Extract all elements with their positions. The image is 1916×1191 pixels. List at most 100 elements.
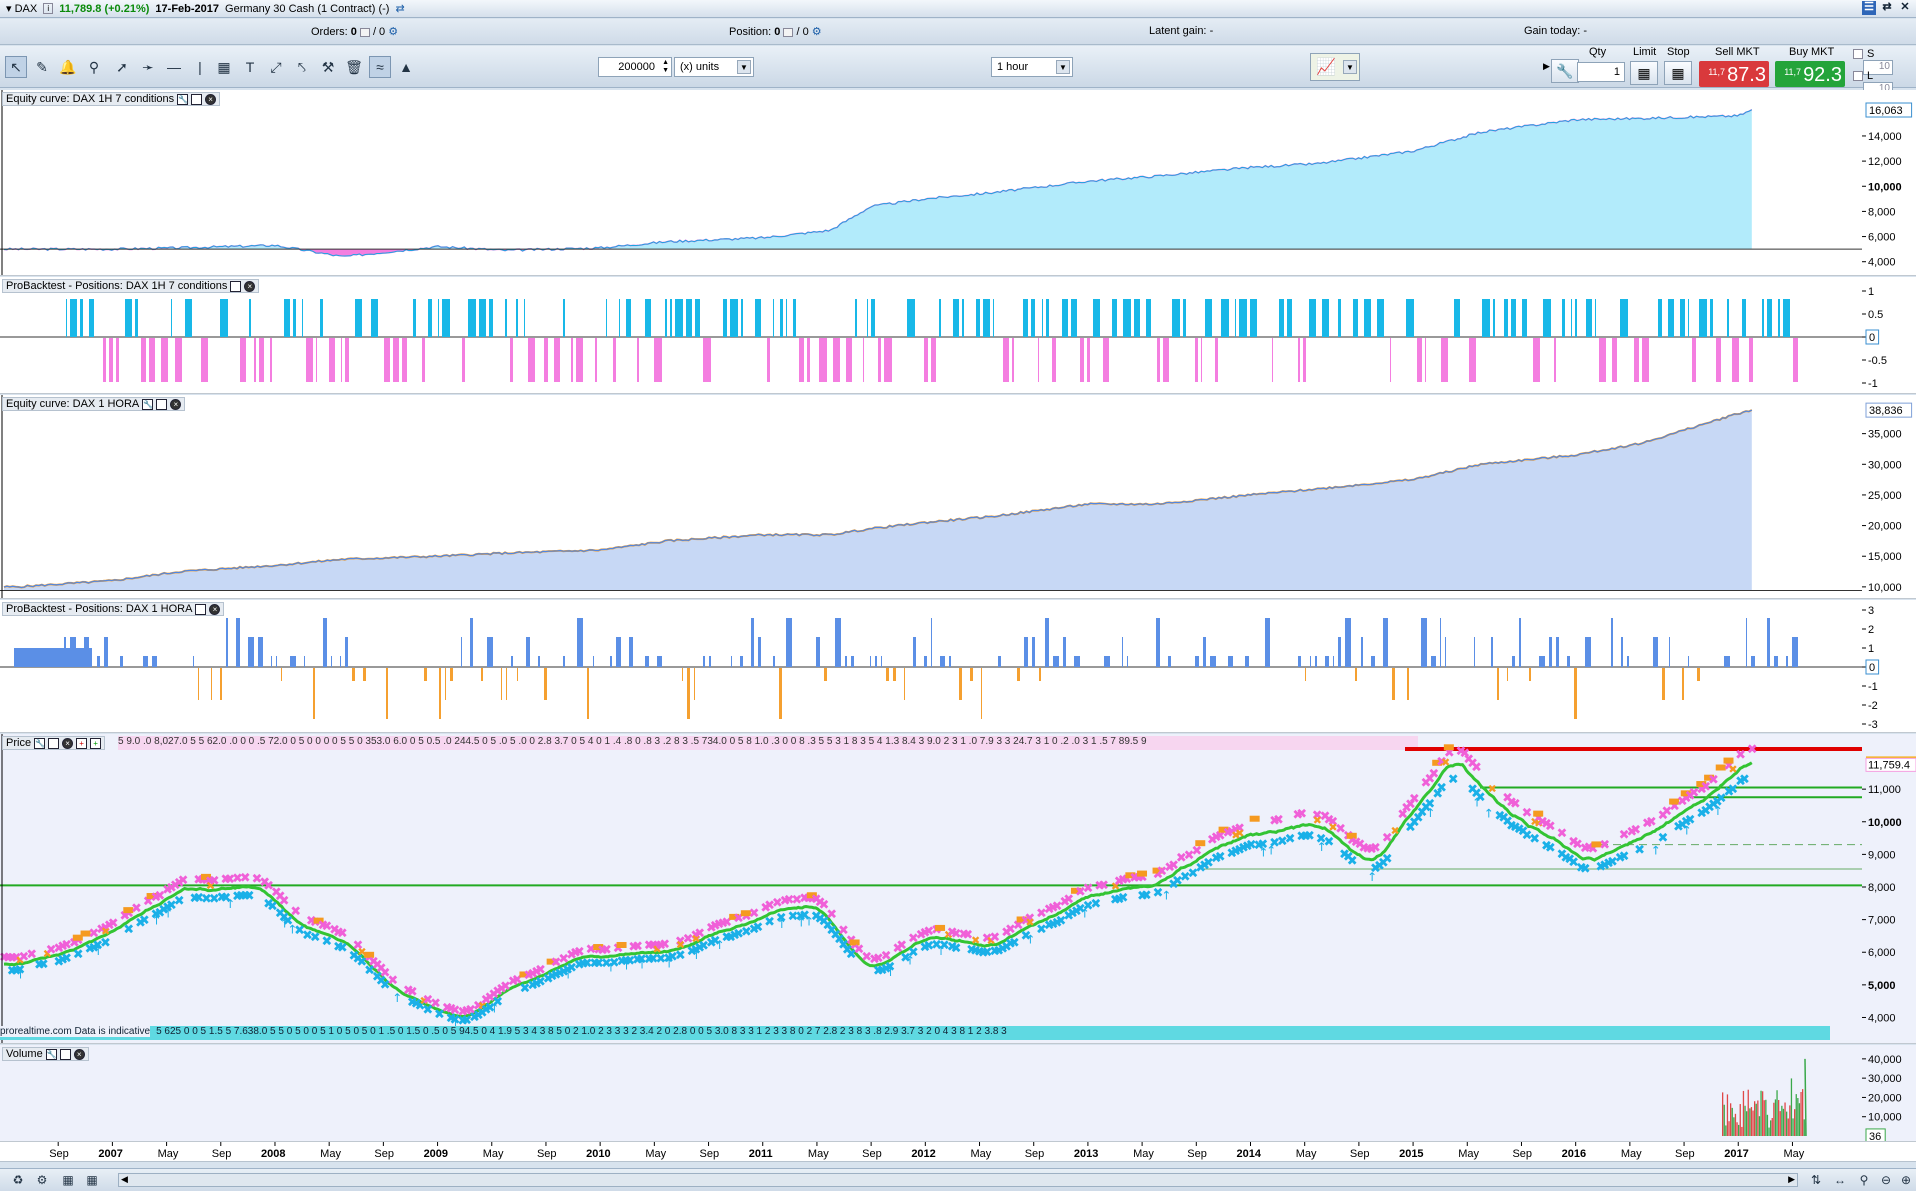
chevron-down-icon[interactable]: ▼ — [1056, 60, 1070, 74]
maximize-icon[interactable] — [156, 398, 168, 410]
indicator-icon[interactable]: ≈ — [369, 56, 391, 78]
volume-bar — [1762, 1091, 1764, 1136]
menu-icon[interactable]: ☰ — [1862, 1, 1876, 15]
pointer-icon[interactable]: ↖ — [5, 56, 27, 78]
buy-signal-marker: ✖ — [749, 922, 760, 937]
fibonacci-icon[interactable]: ▦ — [217, 58, 231, 75]
buy-market-button[interactable]: 11,7 92.3 — [1775, 61, 1845, 87]
close-icon[interactable]: × — [170, 398, 182, 410]
zoom-out-icon[interactable]: ⊖ — [1880, 1173, 1892, 1187]
restore-icon[interactable]: ⇄ — [1882, 1, 1892, 13]
stop-order-button[interactable]: ▦ — [1664, 61, 1692, 85]
trendline-icon[interactable]: ➛ — [142, 58, 154, 75]
short-position-bar — [481, 668, 483, 681]
buy-signal-marker: ✖ — [543, 972, 554, 987]
strategy-icon[interactable]: ▲ — [399, 59, 413, 75]
info-icon[interactable]: i — [43, 3, 54, 14]
price-panel[interactable]: Price 🔧 × + + 5 9.0 .0 8,027.0 5 5 62.0 .0 0… — [0, 734, 1916, 1044]
sell-market-button[interactable]: 11,7 87.3 — [1699, 61, 1769, 87]
orders-icon[interactable] — [359, 27, 370, 37]
buy-signal-marker: ✖ — [531, 977, 542, 992]
wrench-icon[interactable]: 🔧 — [142, 398, 154, 410]
limit-checkbox[interactable] — [1853, 71, 1863, 82]
vertical-line-icon[interactable]: | — [198, 59, 202, 75]
link-icon[interactable]: ♻ — [12, 1173, 24, 1187]
wrench-icon[interactable]: 🔧 — [34, 737, 46, 749]
position-icon[interactable] — [783, 27, 794, 37]
short-position-bar — [352, 668, 355, 681]
zoom-icon[interactable]: ⚲ — [88, 58, 100, 75]
sell-signal-marker: ✖ — [53, 941, 64, 956]
resize-icon[interactable]: ⇄ — [395, 3, 405, 15]
stop-setting[interactable]: S10 — [1853, 48, 1893, 75]
long-position-bar — [563, 656, 565, 667]
maximize-icon[interactable] — [195, 603, 207, 615]
trash-icon[interactable]: 🗑 — [345, 58, 363, 75]
close-icon[interactable]: × — [62, 737, 74, 749]
chevron-down-icon[interactable]: ▼ — [737, 60, 751, 74]
orders-link-icon[interactable]: ⚙ — [388, 26, 399, 38]
maximize-icon[interactable] — [48, 737, 60, 749]
layout-icon[interactable]: ▦ — [62, 1173, 74, 1187]
time-axis[interactable]: Sep 2007 May Sep 2008 May Sep 2009 May Sep 2010 May… — [0, 1142, 1916, 1162]
wrench-icon[interactable]: 🔧 — [177, 93, 189, 105]
positions-panel-1[interactable]: ProBacktest - Positions: DAX 1H 7 condit… — [0, 277, 1916, 394]
collapse-arrow-icon[interactable]: ▶ — [1543, 61, 1550, 71]
position-link-icon[interactable]: ⚙ — [811, 26, 822, 38]
scroll-left-icon[interactable]: ◀ — [121, 1174, 128, 1184]
buy-signal-marker: ✖ — [1424, 797, 1435, 812]
settings-icon[interactable]: ⚙ — [36, 1173, 48, 1187]
scroll-right-icon[interactable]: ▶ — [1788, 1174, 1795, 1184]
entry-arrow-marker: ↑ — [905, 954, 915, 968]
add-indicator-icon[interactable]: + — [76, 737, 88, 749]
sell-signal-marker: ✖ — [1296, 807, 1307, 822]
zoom-in-icon[interactable]: ⊕ — [1900, 1173, 1912, 1187]
maximize-icon[interactable] — [59, 1048, 71, 1060]
eraser-icon[interactable]: ✎ — [36, 58, 48, 75]
timeframe-select[interactable]: 1 hour ▼ — [991, 57, 1073, 77]
alert-bell-icon[interactable]: 🔔 — [59, 58, 77, 75]
qty-input[interactable]: 1 — [1577, 62, 1625, 82]
add-strategy-icon[interactable]: + — [90, 737, 102, 749]
chevron-down-icon[interactable]: ▼ — [1343, 60, 1357, 74]
wrench-icon[interactable]: 🔧 — [1551, 59, 1579, 83]
volume-panel[interactable]: Volume 🔧 × 40,000 30,000 20,000 10,000 36 — [0, 1045, 1916, 1142]
resize-icon[interactable]: ↔ — [1834, 1173, 1846, 1187]
close-icon[interactable]: × — [244, 280, 256, 292]
entry-arrow-marker: ↑ — [1025, 933, 1035, 947]
wrench-icon[interactable]: 🔧 — [45, 1048, 57, 1060]
instrument-menu[interactable]: ▾ DAX — [6, 3, 38, 15]
maximize-icon[interactable] — [191, 93, 203, 105]
units-select[interactable]: (x) units ▼ — [674, 57, 754, 77]
horizontal-scrollbar[interactable]: ◀ ▶ — [118, 1173, 1798, 1187]
channel-icon[interactable]: ⤢ — [270, 58, 282, 75]
zoom-reset-icon[interactable]: ⚲ — [1859, 1173, 1869, 1187]
segment-icon[interactable]: ➚ — [116, 58, 128, 75]
positions-panel-2[interactable]: ProBacktest - Positions: DAX 1 HORA × 3 2 1… — [0, 600, 1916, 733]
close-icon[interactable]: × — [209, 603, 221, 615]
chart-type-select[interactable]: 📈 ▼ — [1310, 53, 1360, 81]
equity-curve-panel-2[interactable]: Equity curve: DAX 1 HORA 🔧 × 35,000 30,000 2… — [0, 395, 1916, 599]
stop-checkbox[interactable] — [1853, 49, 1863, 60]
horizontal-line-icon[interactable]: — — [167, 59, 181, 75]
autoscale-icon[interactable]: ⇅ — [1810, 1173, 1822, 1187]
close-icon[interactable]: ✕ — [1900, 1, 1910, 13]
close-icon[interactable]: × — [205, 93, 217, 105]
buy-signal-marker: ✖ — [1545, 841, 1556, 856]
text-icon[interactable]: T — [245, 59, 255, 75]
buy-signal-marker: ✖ — [1599, 858, 1610, 873]
table-icon[interactable]: ▦ — [86, 1173, 98, 1187]
sell-signal-marker: ✖ — [733, 911, 744, 926]
short-position-bar — [259, 338, 264, 382]
limit-order-button[interactable]: ▦ — [1630, 61, 1658, 85]
close-icon[interactable]: × — [73, 1048, 85, 1060]
parallel-icon[interactable]: ⤣ — [298, 58, 306, 75]
buy-signal-marker: ✖ — [492, 995, 503, 1010]
spinner-arrows-icon[interactable]: ▲ ▼ — [662, 59, 669, 74]
stop-input[interactable]: 10 — [1863, 60, 1893, 75]
equity-curve-panel-1[interactable]: Equity curve: DAX 1H 7 conditions 🔧 × 14,0… — [0, 90, 1916, 276]
tools-icon[interactable]: ⚒ — [321, 58, 335, 75]
long-position-bar — [939, 299, 941, 337]
maximize-icon[interactable] — [230, 280, 242, 292]
quantity-spinner[interactable]: 200000 ▲ ▼ — [598, 57, 672, 77]
